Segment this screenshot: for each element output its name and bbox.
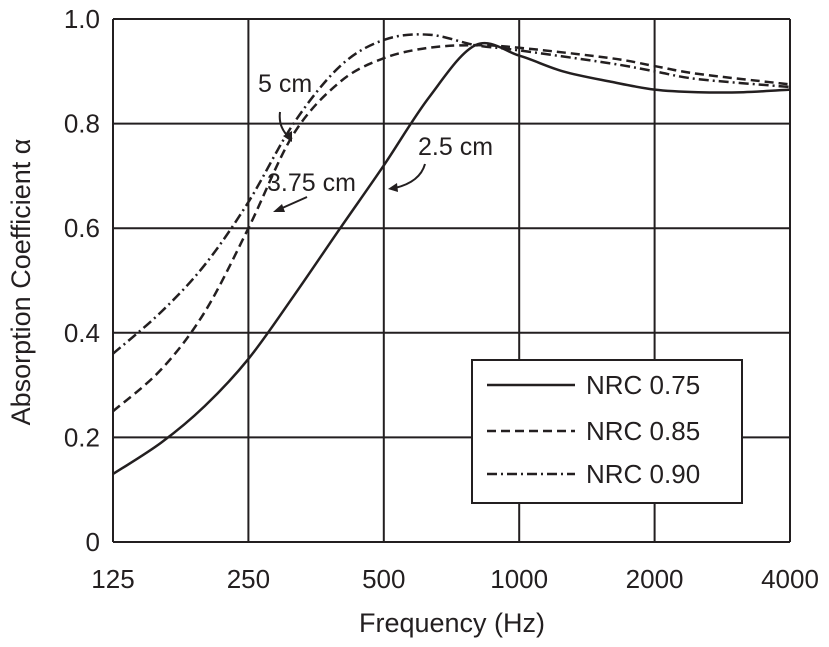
y-tick-label: 0.4: [64, 318, 100, 348]
annotation-label: 5 cm: [258, 70, 312, 98]
legend-item-nrc-075: NRC 0.75: [487, 370, 700, 400]
arrowhead-icon: [388, 183, 398, 192]
annotation-label: 2.5 cm: [418, 133, 493, 161]
series-group: [112, 33, 791, 476]
legend-label: NRC 0.90: [586, 459, 700, 489]
legend: NRC 0.75 NRC 0.85 NRC 0.90: [471, 359, 743, 504]
y-tick-label: 0.2: [64, 422, 100, 452]
x-tick-labels: 125 250 500 1000 2000 4000: [91, 564, 819, 594]
annotation-3-75cm: 3.75 cm: [267, 169, 356, 212]
y-tick-label: 0.8: [64, 109, 100, 139]
annotation-arrow: [279, 196, 308, 210]
annotation-label: 3.75 cm: [267, 169, 356, 197]
series-line-nrc-0-75: [112, 41, 791, 476]
arrowhead-icon: [273, 204, 285, 212]
y-tick-label: 0: [86, 527, 100, 557]
x-axis-label: Frequency (Hz): [359, 608, 545, 638]
series-line-nrc-0-85: [112, 43, 791, 413]
x-tick-label: 250: [227, 564, 270, 594]
annotation-5cm: 5 cm: [258, 70, 312, 142]
annotation-2-5cm: 2.5 cm: [388, 133, 493, 192]
y-axis-label: Absorption Coefficient α: [6, 139, 36, 426]
x-tick-label: 2000: [626, 564, 684, 594]
x-tick-label: 1000: [490, 564, 548, 594]
series-line-nrc-0-90: [112, 33, 791, 355]
y-tick-labels: 0 0.2 0.4 0.6 0.8 1.0: [64, 4, 100, 557]
y-tick-label: 1.0: [64, 4, 100, 34]
grid: [112, 18, 791, 543]
x-tick-label: 125: [91, 564, 134, 594]
legend-item-nrc-085: NRC 0.85: [487, 416, 700, 446]
x-tick-label: 4000: [761, 564, 819, 594]
y-tick-label: 0.6: [64, 213, 100, 243]
legend-label: NRC 0.85: [586, 416, 700, 446]
x-tick-label: 500: [362, 564, 405, 594]
legend-item-nrc-090: NRC 0.90: [487, 459, 700, 489]
arrowhead-icon: [283, 131, 292, 142]
legend-label: NRC 0.75: [586, 370, 700, 400]
annotation-arrow: [394, 163, 426, 189]
